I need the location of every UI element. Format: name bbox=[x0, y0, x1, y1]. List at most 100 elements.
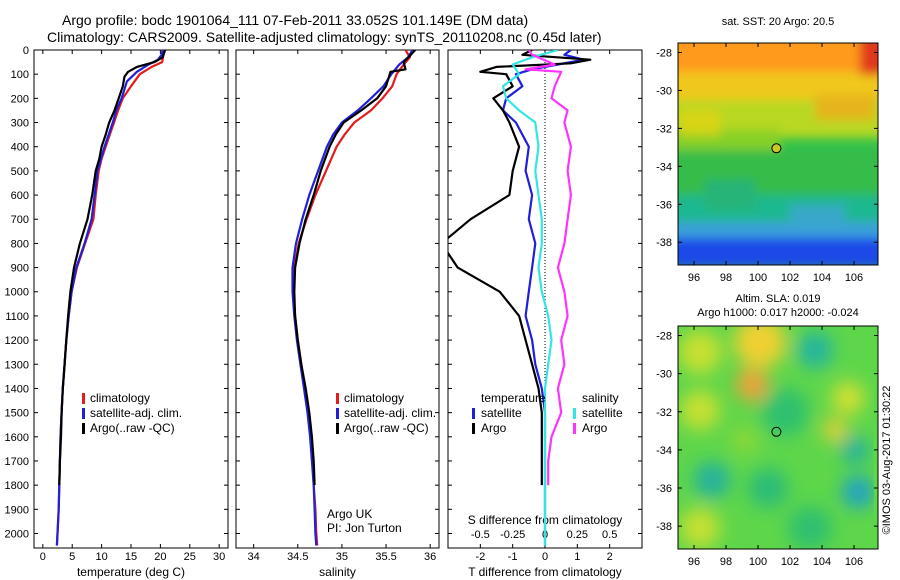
y-tick-label: 700 bbox=[11, 214, 29, 226]
s-tick-label: 0.5 bbox=[602, 529, 617, 541]
y-tick-label: 1600 bbox=[5, 432, 29, 444]
s-tick-label: -0.5 bbox=[471, 529, 490, 541]
legend-label: satellite bbox=[481, 406, 522, 420]
x-tick-label: 20 bbox=[154, 551, 166, 563]
legend-label: Argo bbox=[481, 421, 507, 435]
x-tick-label: -2 bbox=[475, 551, 485, 563]
sst-argo-position-marker bbox=[771, 143, 782, 154]
x-tick-label: 34 bbox=[248, 551, 260, 563]
series-line-satellite-adj-clim- bbox=[291, 50, 414, 546]
map-y-tick-label: -36 bbox=[656, 483, 672, 495]
y-tick-label: 1300 bbox=[5, 359, 29, 371]
y-tick-label: 300 bbox=[11, 118, 29, 130]
map-y-tick-label: -30 bbox=[656, 369, 672, 381]
legend-swatch bbox=[472, 408, 475, 419]
map-y-tick-label: -34 bbox=[656, 445, 672, 457]
map-y-tick-label: -38 bbox=[656, 521, 672, 533]
s-tick-label: 0.25 bbox=[567, 529, 588, 541]
y-tick-label: 2000 bbox=[5, 528, 29, 540]
y-tick-label: 400 bbox=[11, 142, 29, 154]
series-line-s-argo bbox=[524, 50, 573, 486]
y-tick-label: 200 bbox=[11, 93, 29, 105]
legend-swatch bbox=[573, 423, 576, 434]
sst-map-axes: 96 98 100 102 104 106 -28 -30 -32 -34 -36 -38 bbox=[656, 43, 878, 284]
map-y-tick-label: -38 bbox=[656, 237, 672, 249]
x-tick-label: 5 bbox=[69, 551, 75, 563]
y-tick-label: 1800 bbox=[5, 480, 29, 492]
legend-swatch bbox=[82, 423, 85, 434]
legend-label: satellite bbox=[582, 406, 623, 420]
legend-swatch bbox=[82, 408, 85, 419]
series-line-climatology bbox=[292, 50, 411, 546]
y-tick-label: 1900 bbox=[5, 504, 29, 516]
title-line-2: Climatology: CARS2009. Satellite-adjuste… bbox=[47, 29, 602, 45]
legend-label: Argo(..raw -QC) bbox=[344, 421, 429, 435]
map-y-tick-label: -30 bbox=[656, 85, 672, 97]
map-y-tick-label: -28 bbox=[656, 331, 672, 343]
y-tick-label: 1200 bbox=[5, 335, 29, 347]
y-tick-label: 1700 bbox=[5, 456, 29, 468]
sla-map-title-1: Altim. SLA: 0.019 bbox=[736, 293, 821, 305]
legend-title-temperature: temperature bbox=[481, 391, 546, 405]
x-axis-label: temperature (deg C) bbox=[77, 565, 185, 579]
difference-panel: -2 -1 0 1 2 T difference from climatology -0.5… bbox=[447, 49, 643, 579]
map-x-tick-label: 104 bbox=[813, 272, 831, 284]
legend-swatch bbox=[336, 393, 339, 404]
sla-map-frame bbox=[677, 325, 879, 550]
map-x-tick-label: 98 bbox=[720, 556, 732, 568]
x-tick-label: 25 bbox=[184, 551, 196, 563]
sla-map-image bbox=[678, 326, 878, 549]
sst-map-frame bbox=[677, 42, 879, 266]
map-x-tick-label: 102 bbox=[781, 556, 799, 568]
x-axis-label: T difference from climatology bbox=[468, 565, 622, 579]
y-tick-label: 1400 bbox=[5, 383, 29, 395]
salinity-panel: 34 34.5 35 35.5 36 salinity climatologysatelli… bbox=[235, 49, 440, 579]
map-x-tick-label: 100 bbox=[749, 272, 767, 284]
legend-swatch bbox=[336, 408, 339, 419]
y-tick-label: 1100 bbox=[5, 311, 29, 323]
x-tick-label: 36 bbox=[424, 551, 436, 563]
legend-label: climatology bbox=[90, 391, 150, 405]
y-tick-label: 1500 bbox=[5, 408, 29, 420]
x-tick-label: 0 bbox=[40, 551, 46, 563]
sla-map-title-2: Argo h1000: 0.017 h2000: -0.024 bbox=[697, 307, 858, 319]
map-x-tick-label: 96 bbox=[688, 556, 700, 568]
map-x-tick-label: 106 bbox=[845, 556, 863, 568]
y-tick-label: 1000 bbox=[5, 287, 29, 299]
map-y-tick-label: -32 bbox=[656, 123, 672, 135]
temperature-panel: 0100200300400500600700800900100011001200… bbox=[5, 45, 229, 579]
x-tick-label: 35 bbox=[336, 551, 348, 563]
series-line-argo-raw-qc- bbox=[58, 50, 167, 486]
y-tick-label: 900 bbox=[11, 263, 29, 275]
series-line-climatology bbox=[55, 50, 165, 546]
x-tick-label: 2 bbox=[607, 551, 613, 563]
s-tick-label: -0.25 bbox=[500, 529, 525, 541]
map-y-tick-label: -36 bbox=[656, 199, 672, 211]
map-y-tick-label: -34 bbox=[656, 161, 672, 173]
timestamp-stamp: ©IMOS 03-Aug-2017 01:30:22 bbox=[881, 386, 893, 535]
series-line-s-satellite bbox=[501, 50, 559, 546]
legend-label: climatology bbox=[344, 391, 404, 405]
legend-label: Argo bbox=[582, 421, 608, 435]
argo-uk-label: Argo UK bbox=[327, 507, 372, 521]
x-axis-label: salinity bbox=[319, 565, 356, 579]
map-x-tick-label: 106 bbox=[845, 272, 863, 284]
title-line-1: Argo profile: bodc 1901064_111 07-Feb-20… bbox=[62, 12, 528, 28]
x-tick-label: -1 bbox=[508, 551, 518, 563]
x-tick-label: 1 bbox=[574, 551, 580, 563]
legend-swatch bbox=[472, 423, 475, 434]
legend-swatch bbox=[573, 408, 576, 419]
y-tick-label: 800 bbox=[11, 238, 29, 250]
x-tick-label: 34.5 bbox=[287, 551, 308, 563]
sla-map-axes: 96 98 100 102 104 106 -28 -30 -32 -34 -36 -38 bbox=[656, 326, 878, 568]
series-line-t-argo bbox=[448, 50, 592, 486]
map-x-tick-label: 100 bbox=[749, 556, 767, 568]
pi-label: PI: Jon Turton bbox=[327, 521, 402, 535]
plot-frame bbox=[235, 49, 440, 549]
map-y-tick-label: -28 bbox=[656, 47, 672, 59]
series-line-argo-raw-qc- bbox=[293, 50, 417, 486]
x-tick-label: 30 bbox=[213, 551, 225, 563]
legend-swatch bbox=[82, 393, 85, 404]
legend-label: Argo(..raw -QC) bbox=[90, 421, 175, 435]
